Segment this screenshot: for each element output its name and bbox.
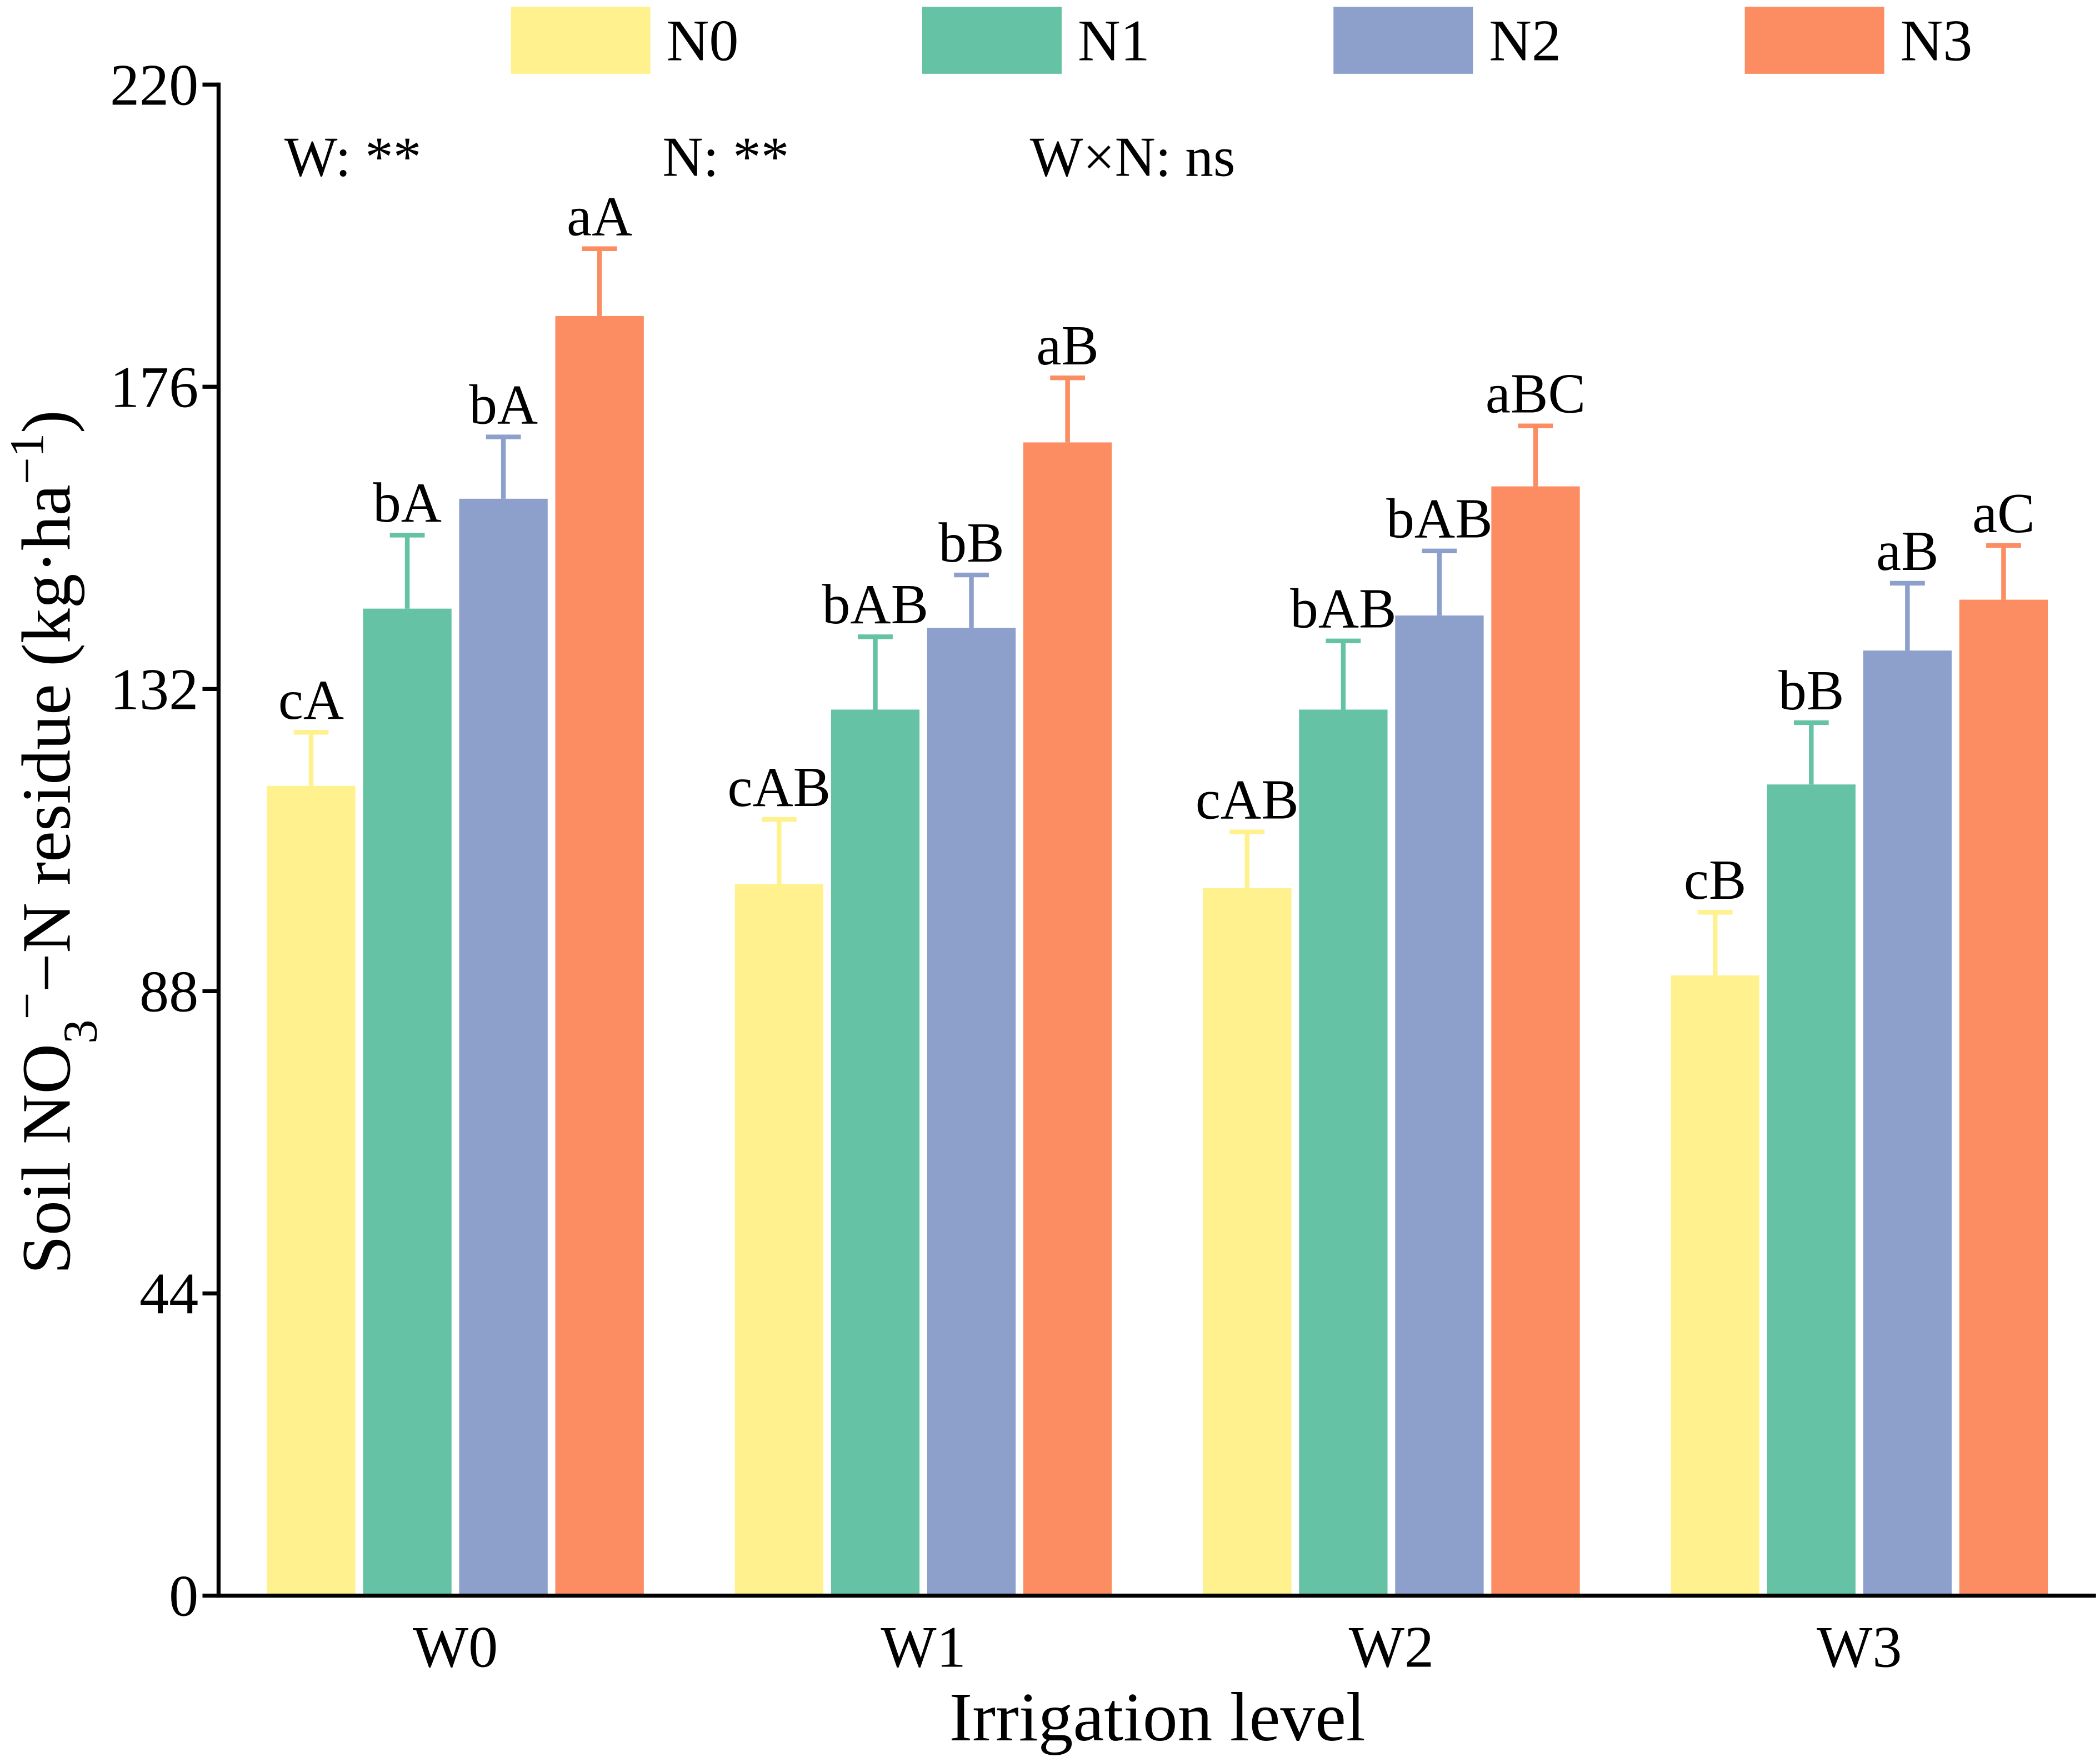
x-tick-label-W0: W0: [413, 1614, 498, 1679]
error-bar-N1-W2: [1326, 638, 1361, 710]
legend-item-N3: N3: [1744, 7, 1973, 74]
legend-item-N1: N1: [922, 7, 1150, 74]
error-bar-N2-W3: [1890, 580, 1925, 651]
y-axis-title-part: ): [8, 410, 86, 433]
anova-annotations: W: ** N: ** W×N: ns: [284, 126, 1236, 188]
significance-label-N0-W0: cA: [278, 669, 344, 731]
bar-N3-W2: [1491, 486, 1580, 1596]
error-bar-N2-W2: [1422, 548, 1457, 616]
bar-N1-W2: [1299, 709, 1388, 1596]
bar-N3-W1: [1023, 442, 1112, 1596]
significance-label-N0-W2: cAB: [1196, 768, 1299, 830]
error-bar-N2-W1: [954, 572, 989, 628]
x-tick-label-W1: W1: [881, 1614, 966, 1679]
bar-N2-W0: [459, 498, 548, 1596]
y-axis-title-superscript: −1: [1, 433, 54, 484]
significance-label-N2-W0: bA: [469, 373, 538, 436]
error-bar-N3-W2: [1518, 423, 1553, 487]
bars: [267, 316, 2048, 1596]
annotation-nitrogen-effect: N: **: [662, 126, 789, 188]
significance-label-N0-W1: cAB: [728, 756, 831, 818]
x-tick-label-W2: W2: [1349, 1614, 1434, 1679]
error-bar-N0-W3: [1697, 909, 1733, 975]
x-axis-title: Irrigation level: [949, 1679, 1366, 1756]
bar-N1-W1: [831, 709, 920, 1596]
y-tick-label: 0: [169, 1563, 198, 1629]
y-tick-label: 44: [139, 1261, 198, 1326]
significance-label-N3-W1: aB: [1036, 314, 1099, 377]
error-bar-N0-W2: [1229, 829, 1265, 888]
significance-label-N0-W3: cB: [1684, 849, 1747, 911]
y-axis-title-part: −N residue (kg·ha: [8, 484, 86, 992]
bar-N3-W0: [555, 316, 644, 1596]
legend-swatch-N0: [511, 7, 651, 74]
y-tick-label: 88: [139, 959, 198, 1024]
error-bar-N1-W1: [858, 634, 893, 710]
error-bar-N3-W0: [582, 246, 617, 316]
significance-label-N1-W2: bAB: [1290, 578, 1396, 640]
bar-N0-W1: [734, 884, 824, 1596]
legend-swatch-N1: [922, 7, 1062, 74]
error-bar-N0-W1: [762, 817, 797, 884]
y-axis-title-superscript: −: [1, 992, 54, 1019]
error-bar-N3-W3: [1986, 543, 2021, 600]
error-bar-N1-W3: [1793, 720, 1829, 785]
error-bar-N2-W0: [486, 434, 521, 499]
legend: N0 N1 N2 N3: [511, 7, 1973, 74]
bar-N0-W0: [267, 785, 356, 1596]
bar-N0-W3: [1671, 975, 1759, 1596]
bar-N2-W1: [927, 628, 1016, 1596]
significance-label-N1-W0: bA: [373, 472, 442, 534]
bar-N0-W2: [1203, 888, 1292, 1596]
significance-label-N3-W3: aC: [1972, 482, 2035, 544]
legend-swatch-N3: [1744, 7, 1884, 74]
error-bars: [293, 246, 2021, 975]
legend-label-N2: N2: [1489, 8, 1561, 73]
significance-label-N1-W3: bB: [1778, 659, 1844, 722]
x-axis: W0 W1 W2 W3: [216, 1593, 2096, 1679]
significance-label-N2-W3: aB: [1876, 520, 1939, 582]
y-axis-title-subscript: 3: [54, 1019, 107, 1043]
significance-label-N1-W1: bAB: [822, 573, 928, 635]
x-tick-label-W3: W3: [1817, 1614, 1902, 1679]
annotation-water-effect: W: **: [284, 126, 422, 188]
y-axis: 0 44 88 132 176 220: [110, 52, 221, 1629]
significance-label-N3-W0: aA: [567, 186, 632, 248]
legend-label-N3: N3: [1901, 8, 1973, 73]
significance-label-N2-W2: bAB: [1386, 488, 1492, 550]
y-tick-label: 220: [110, 52, 198, 117]
legend-label-N1: N1: [1078, 8, 1150, 73]
legend-label-N0: N0: [667, 8, 739, 73]
y-axis-title-part: Soil NO: [8, 1044, 86, 1274]
error-bar-N3-W1: [1050, 375, 1085, 443]
significance-label-N3-W2: aBC: [1486, 363, 1586, 425]
legend-item-N2: N2: [1333, 7, 1561, 74]
y-tick-label: 132: [110, 657, 198, 722]
bar-N1-W0: [363, 608, 452, 1596]
bar-N3-W3: [1959, 599, 2048, 1596]
error-bar-N1-W0: [389, 533, 425, 609]
error-bar-N0-W0: [293, 730, 329, 786]
bar-N1-W3: [1767, 784, 1856, 1596]
legend-swatch-N2: [1333, 7, 1473, 74]
annotation-interaction-effect: W×N: ns: [1030, 126, 1236, 188]
y-tick-label: 176: [110, 354, 198, 419]
bar-N2-W3: [1863, 650, 1952, 1596]
legend-item-N0: N0: [511, 7, 739, 74]
significance-label-N2-W1: bB: [938, 512, 1004, 574]
y-axis-title: Soil NO3−−N residue (kg·ha−1): [1, 410, 107, 1274]
bar-N2-W2: [1395, 615, 1484, 1596]
